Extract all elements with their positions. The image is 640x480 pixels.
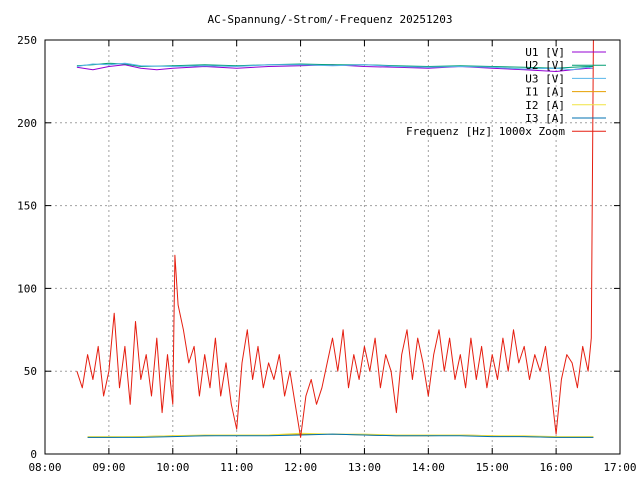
y-tick-label: 0 xyxy=(30,448,37,461)
series-layer xyxy=(76,39,594,438)
x-tick-label: 16:00 xyxy=(540,461,573,474)
y-axis: 0 50 100 150 200 250 xyxy=(17,34,620,461)
series-line-6 xyxy=(87,433,594,438)
y-tick-label: 100 xyxy=(17,282,37,295)
legend-label: I1 [A] xyxy=(525,86,565,99)
x-tick-label: 08:00 xyxy=(28,461,61,474)
series-line-3 xyxy=(76,62,594,71)
legend-label: U2 [V] xyxy=(525,59,565,72)
x-tick-label: 14:00 xyxy=(412,461,445,474)
y-tick-label: 250 xyxy=(17,34,37,47)
x-tick-label: 11:00 xyxy=(220,461,253,474)
legend-label: U1 [V] xyxy=(525,46,565,59)
y-tick-label: 150 xyxy=(17,200,37,213)
x-tick-label: 15:00 xyxy=(476,461,509,474)
legend-label: I2 [A] xyxy=(525,99,565,112)
legend-label: U3 [V] xyxy=(525,72,565,85)
legend-label: Frequenz [Hz] 1000x Zoom xyxy=(406,125,565,138)
series-line-7 xyxy=(76,39,594,438)
plot-frame xyxy=(44,39,621,455)
x-axis: 08:00 09:00 10:00 11:00 12:00 13:00 14:00 15:00… xyxy=(28,40,637,474)
x-tick-label: 17:00 xyxy=(603,461,636,474)
x-tick-label: 13:00 xyxy=(348,461,381,474)
x-tick-label: 10:00 xyxy=(156,461,189,474)
legend-label: I3 [A] xyxy=(525,112,565,125)
y-tick-label: 50 xyxy=(24,365,37,378)
x-tick-label: 09:00 xyxy=(92,461,125,474)
series-line-2 xyxy=(76,62,594,69)
x-tick-label: 12:00 xyxy=(284,461,317,474)
grid xyxy=(45,40,620,454)
legend: U1 [V]U2 [V]U3 [V]I1 [A]I2 [A]I3 [A]Freq… xyxy=(406,46,606,138)
chart-title: AC-Spannung/-Strom/-Frequenz 20251203 xyxy=(207,13,452,26)
y-tick-label: 200 xyxy=(17,117,37,130)
